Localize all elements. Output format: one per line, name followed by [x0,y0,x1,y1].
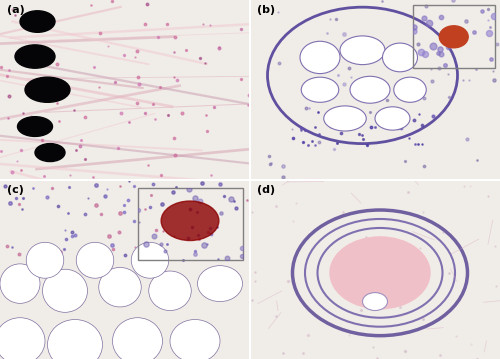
Ellipse shape [26,242,64,278]
Text: (b): (b) [258,5,276,15]
Ellipse shape [394,77,426,102]
Ellipse shape [300,41,340,74]
Text: (d): (d) [258,185,276,195]
Ellipse shape [42,269,88,312]
Ellipse shape [149,271,191,311]
Ellipse shape [350,76,390,103]
Ellipse shape [440,26,468,48]
Text: (c): (c) [8,185,24,195]
Ellipse shape [301,77,339,102]
Ellipse shape [35,144,65,162]
Ellipse shape [15,45,55,68]
Ellipse shape [18,117,52,136]
Ellipse shape [324,106,366,131]
Ellipse shape [20,11,55,32]
Ellipse shape [76,242,114,278]
Text: (a): (a) [8,5,25,15]
Ellipse shape [362,293,388,311]
Ellipse shape [99,267,142,307]
Ellipse shape [375,107,410,130]
Ellipse shape [170,320,220,359]
Ellipse shape [25,77,70,102]
Ellipse shape [340,36,385,65]
Ellipse shape [0,264,40,303]
Ellipse shape [161,201,219,241]
Ellipse shape [131,242,169,278]
Ellipse shape [48,320,102,359]
Circle shape [330,237,430,309]
Ellipse shape [198,266,242,302]
Ellipse shape [112,318,162,359]
Ellipse shape [382,43,418,72]
Ellipse shape [0,318,45,359]
